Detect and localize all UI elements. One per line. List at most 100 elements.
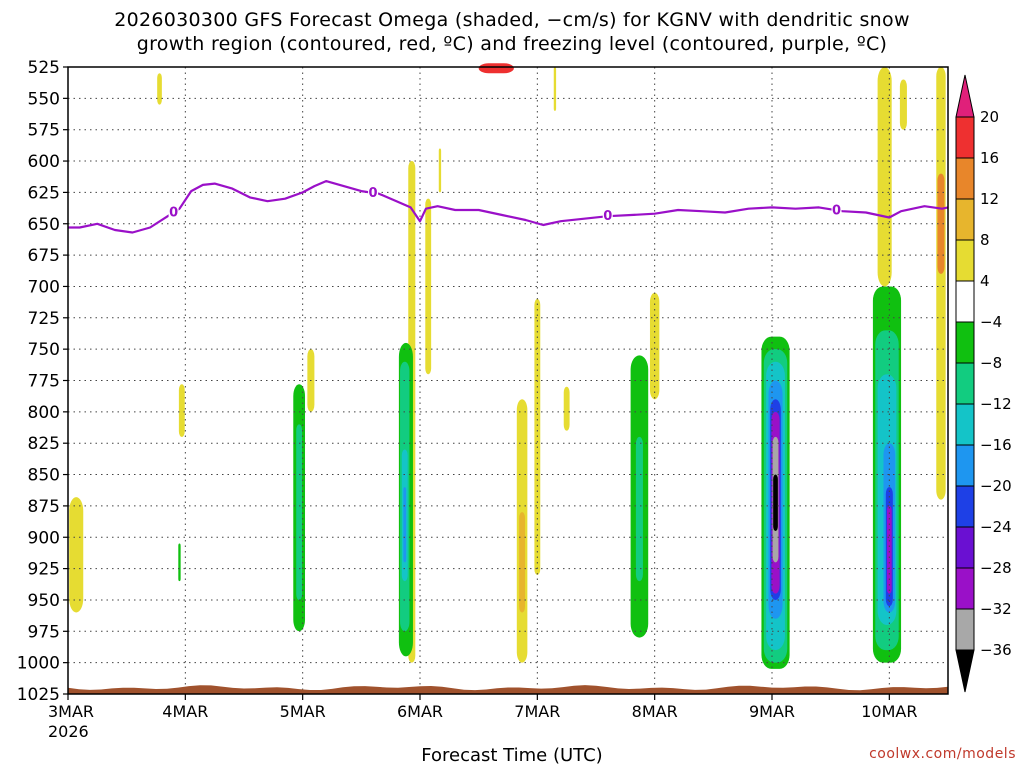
x-tick-label: 7MAR (514, 702, 560, 721)
surface-strip (68, 685, 948, 694)
colorbar-swatch (955, 321, 975, 364)
omega-cell (425, 198, 432, 375)
colorbar-swatch (955, 444, 975, 487)
colorbar-swatch (955, 198, 975, 241)
omega-cell (773, 474, 778, 531)
colorbar-label: −36 (980, 641, 1012, 659)
y-tick-label: 800 (28, 403, 60, 423)
y-tick-label: 975 (28, 622, 60, 642)
chart-title-line1: 2026030300 GFS Forecast Omega (shaded, −… (114, 9, 910, 31)
y-tick-label: 600 (28, 152, 60, 172)
y-tick-label: 650 (28, 215, 60, 235)
x-axis-label: Forecast Time (UTC) (421, 745, 603, 766)
freezing-level-label: 0 (603, 209, 612, 224)
omega-cell (886, 505, 892, 594)
x-tick-label: 5MAR (280, 702, 326, 721)
gridlines (68, 67, 948, 694)
freezing-label-bg (368, 184, 379, 199)
omega-cell (635, 436, 643, 582)
colorbar-swatch (955, 239, 975, 282)
colorbar-top-arrow (955, 74, 975, 118)
colorbar-label: −4 (980, 313, 1002, 331)
colorbar-label: −16 (980, 436, 1012, 454)
colorbar-label: −20 (980, 477, 1012, 495)
colorbar-swatch (955, 280, 975, 323)
y-tick-label: 550 (28, 89, 60, 109)
colorbar-swatch (955, 526, 975, 569)
x-tick-label: 6MAR (397, 702, 443, 721)
freezing-level-contour: 0 0 0 0 (68, 180, 949, 234)
y-tick-label: 1025 (17, 685, 60, 705)
colorbar-label: −32 (980, 600, 1012, 618)
colorbar-swatch (955, 608, 975, 651)
colorbar-swatch (955, 567, 975, 610)
y-tick-label: 675 (28, 246, 60, 266)
surface-area (68, 685, 948, 694)
chart-title-line2: growth region (contoured, red, ºC) and f… (136, 33, 888, 55)
colorbar-bottom-arrow (955, 649, 975, 693)
omega-cell (157, 73, 162, 105)
colorbar-swatch (955, 362, 975, 405)
freezing-label-bg (831, 202, 842, 217)
y-tick-label: 825 (28, 434, 60, 454)
y-tick-label: 1000 (17, 654, 60, 674)
y-tick-label: 875 (28, 497, 60, 517)
watermark: coolwx.com/models (869, 746, 1016, 762)
omega-cell (69, 497, 84, 613)
omega-cell (899, 79, 907, 130)
colorbar-label: −8 (980, 354, 1002, 372)
colorbar-label: −28 (980, 559, 1012, 577)
y-tick-label: 775 (28, 372, 60, 392)
omega-cell (296, 424, 303, 600)
colorbar-label: 16 (980, 149, 999, 167)
y-tick-label: 900 (28, 528, 60, 548)
colorbar-swatch (955, 485, 975, 528)
freezing-label-bg (168, 204, 179, 219)
omega-cell (937, 173, 945, 274)
omega-cell (403, 487, 407, 563)
x-tick-label: 3MAR (48, 702, 94, 721)
y-tick-label: 625 (28, 183, 60, 203)
omega-shading (69, 63, 946, 669)
colorbar-label: −24 (980, 518, 1012, 536)
colorbar-label: 20 (980, 108, 999, 126)
freezing-level-line (68, 180, 949, 234)
freezing-level-label: 0 (369, 186, 378, 201)
colorbar-swatch (955, 157, 975, 200)
colorbar-swatch (955, 116, 975, 159)
omega-cell (936, 67, 946, 500)
y-tick-label: 725 (28, 309, 60, 329)
colorbar-label: −12 (980, 395, 1012, 413)
omega-cell (438, 148, 442, 193)
omega-cell (877, 67, 892, 287)
colorbar-swatch (955, 403, 975, 446)
y-tick-label: 850 (28, 466, 60, 486)
omega-cell (178, 543, 181, 582)
y-tick-label: 925 (28, 560, 60, 580)
omega-cell (519, 512, 526, 613)
omega-cell (478, 63, 514, 74)
freezing-level-label: 0 (832, 203, 841, 218)
x-tick-label: 10MAR (861, 702, 917, 721)
y-tick-label: 575 (28, 121, 60, 141)
omega-cell (563, 386, 570, 431)
colorbar-label: 12 (980, 190, 999, 208)
y-axis-ticks: 525 550 575 600 625 650 675 700 725 750 775 800 825 8… (17, 58, 68, 705)
x-tick-label: 9MAR (749, 702, 795, 721)
colorbar: 20 16 12 8 4 −4 −8 −12 −16 −20 −24 −28 −32 −36 (955, 74, 1012, 693)
freezing-level-label: 0 (169, 205, 178, 220)
y-tick-label: 750 (28, 340, 60, 360)
y-tick-label: 525 (28, 58, 60, 78)
x-tick-label: 4MAR (162, 702, 208, 721)
colorbar-label: 4 (980, 272, 990, 290)
x-tick-label: 8MAR (632, 702, 678, 721)
y-tick-label: 700 (28, 277, 60, 297)
y-tick-label: 950 (28, 591, 60, 611)
omega-cell (178, 384, 185, 437)
freezing-label-bg (602, 208, 613, 223)
x-tick-sublabel: 2026 (48, 722, 89, 741)
omega-cell (649, 292, 660, 400)
omega-cell (553, 67, 557, 111)
